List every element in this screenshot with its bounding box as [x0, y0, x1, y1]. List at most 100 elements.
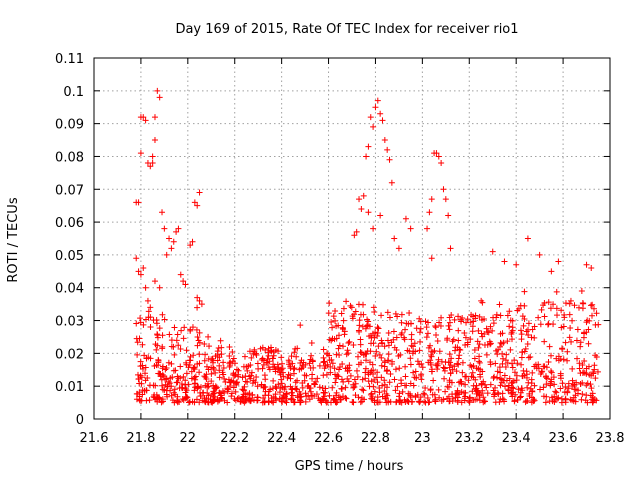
data-point: [589, 301, 596, 308]
data-point: [464, 316, 471, 323]
data-point: [506, 308, 513, 315]
data-point: [559, 346, 566, 353]
data-point: [165, 359, 172, 366]
data-point: [145, 308, 152, 315]
data-point: [518, 361, 525, 368]
data-point: [386, 314, 393, 321]
data-point: [346, 338, 353, 345]
data-point: [301, 372, 308, 379]
data-point: [576, 304, 582, 311]
data-point: [550, 321, 557, 328]
x-tick-label: 22.6: [314, 431, 343, 446]
data-point: [431, 347, 438, 354]
data-point: [470, 374, 477, 381]
data-point: [378, 374, 385, 381]
data-point: [361, 396, 368, 403]
data-point: [186, 357, 193, 364]
data-point: [509, 317, 516, 324]
data-point: [522, 345, 529, 352]
data-point: [332, 307, 339, 314]
data-point: [347, 372, 354, 379]
data-point: [435, 356, 442, 363]
data-point: [494, 368, 501, 375]
data-point: [487, 381, 494, 388]
data-point: [272, 366, 279, 373]
data-point: [501, 258, 508, 265]
data-point: [220, 371, 227, 378]
data-point: [593, 310, 600, 317]
data-point: [359, 376, 366, 383]
data-point: [357, 349, 364, 356]
data-point: [229, 348, 236, 355]
data-point: [326, 392, 333, 399]
data-point: [259, 365, 266, 372]
data-point: [335, 366, 342, 373]
data-point: [212, 385, 219, 392]
data-point: [324, 361, 331, 368]
data-point: [358, 205, 365, 212]
data-point: [391, 376, 398, 383]
data-point: [566, 334, 573, 341]
data-point: [216, 367, 223, 374]
data-point: [452, 394, 459, 401]
data-point: [408, 331, 415, 338]
data-point: [167, 387, 174, 394]
data-point: [284, 374, 291, 381]
data-point: [331, 396, 338, 403]
data-point: [444, 383, 451, 390]
data-point: [182, 385, 189, 392]
data-point: [341, 331, 348, 338]
data-point: [376, 351, 383, 358]
data-point: [576, 365, 583, 372]
data-point: [426, 399, 433, 406]
data-point: [433, 150, 440, 157]
data-point: [280, 392, 287, 399]
y-axis-label: ROTI / TECUs: [6, 197, 21, 282]
data-point: [329, 360, 336, 367]
data-point: [137, 397, 144, 404]
data-point: [363, 322, 370, 329]
data-point: [574, 355, 581, 362]
data-point: [273, 397, 280, 404]
data-point: [476, 359, 483, 366]
data-point: [458, 380, 465, 387]
data-point: [232, 388, 239, 395]
data-point: [438, 160, 445, 167]
data-point: [402, 363, 409, 370]
data-point: [475, 344, 482, 351]
data-point: [445, 393, 452, 400]
data-point: [416, 347, 423, 354]
data-point: [133, 335, 140, 342]
data-point: [384, 309, 391, 316]
data-point: [159, 343, 166, 350]
data-point: [279, 384, 286, 391]
data-point: [482, 381, 489, 388]
data-point: [543, 364, 550, 371]
data-point: [333, 399, 340, 406]
data-point: [179, 396, 186, 403]
data-point: [291, 349, 298, 356]
data-point: [228, 393, 235, 400]
data-point: [168, 337, 175, 344]
data-point: [406, 310, 413, 317]
data-point: [362, 351, 369, 358]
data-point: [333, 375, 340, 382]
data-point: [344, 375, 351, 382]
data-point: [540, 384, 547, 391]
data-point: [584, 380, 591, 387]
data-point: [487, 323, 494, 330]
data-point: [156, 325, 163, 332]
data-point: [590, 370, 597, 377]
data-point: [246, 348, 253, 355]
data-point: [432, 324, 439, 331]
data-point: [398, 311, 405, 318]
data-point: [414, 358, 421, 365]
data-point: [288, 395, 295, 402]
data-point: [497, 312, 504, 319]
data-point: [483, 351, 490, 358]
data-point: [509, 324, 516, 331]
data-point: [425, 399, 432, 406]
data-point: [514, 360, 521, 367]
data-point: [299, 379, 306, 386]
data-point: [374, 379, 381, 386]
